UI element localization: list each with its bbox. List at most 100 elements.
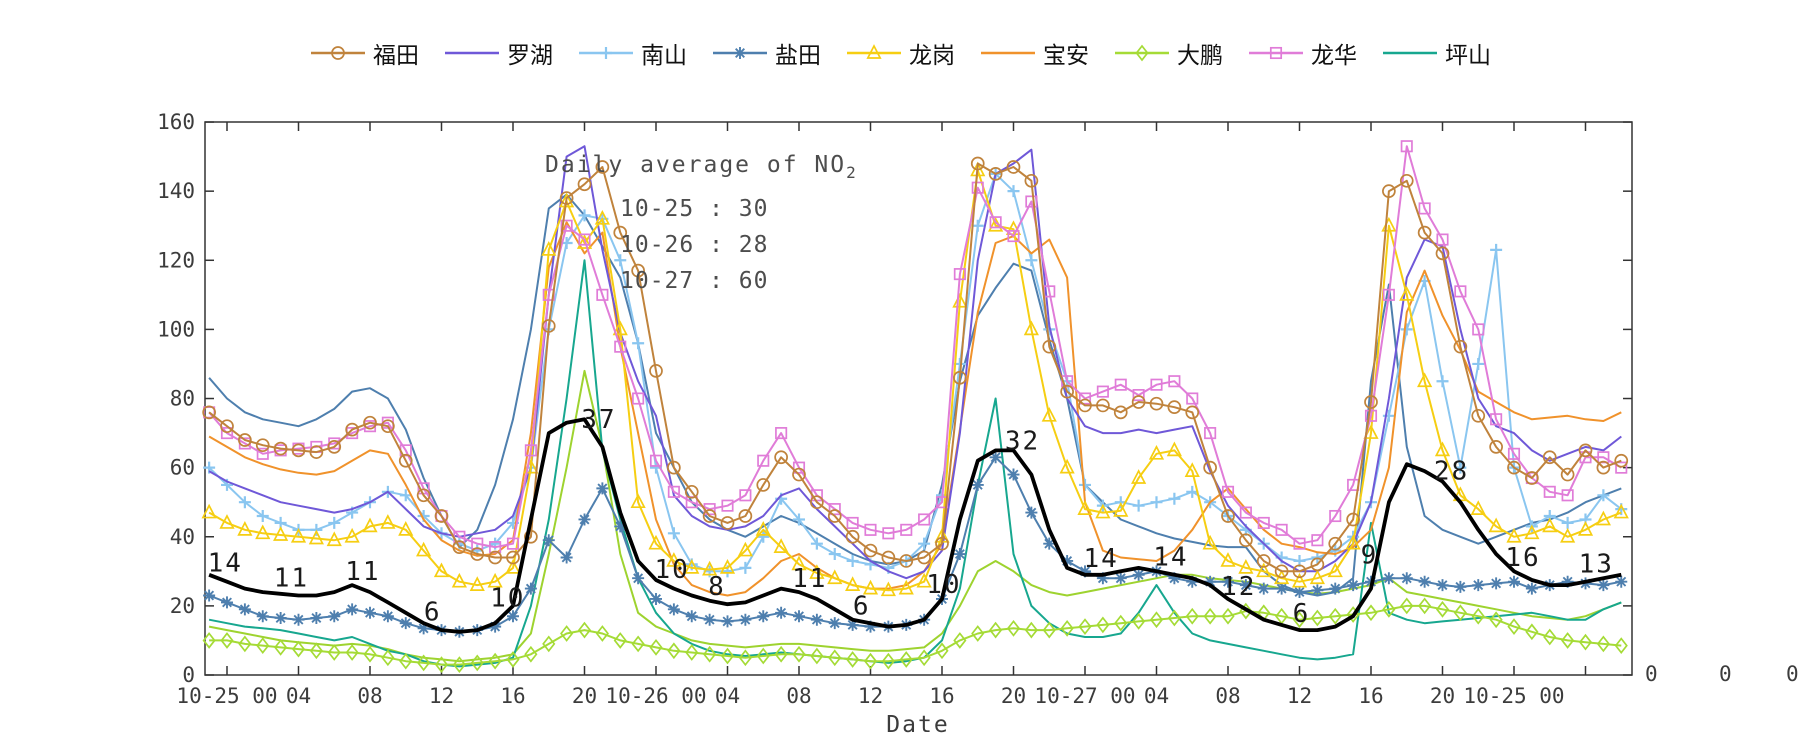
legend-label-dapeng: 大鹏: [1177, 43, 1223, 69]
average-point-label: 14: [1084, 544, 1119, 574]
average-point-label: 10: [490, 584, 525, 614]
average-point-label: 6: [1293, 599, 1311, 629]
average-point-label: 6: [853, 591, 871, 621]
series-dapeng: [202, 597, 1628, 674]
legend-label-baoan: 宝安: [1043, 43, 1089, 69]
y-tick-label: 60: [170, 456, 195, 480]
x-axis-label: Date: [886, 712, 950, 738]
series-luohu: [208, 145, 1622, 580]
stray-zero-label: 0: [1786, 662, 1799, 686]
x-tick-label: 16: [929, 684, 954, 708]
average-point-label: 11: [792, 564, 827, 594]
baoan-line-swatch: [981, 51, 1035, 55]
average-point-label: 6: [424, 598, 442, 628]
chart-legend: 福田 罗湖 南山 盐田 龙岗 宝安 大鹏 龙华 坪山: [0, 36, 1800, 70]
legend-item-dapeng: 大鹏: [1113, 36, 1223, 70]
legend-label-yantian: 盐田: [775, 43, 821, 69]
average-point-label: 12: [1221, 572, 1256, 602]
average-point-label: 10: [655, 555, 690, 585]
legend-label-longhua: 龙华: [1311, 43, 1357, 69]
x-tick-label: 04: [715, 684, 740, 708]
pingshan-line-swatch: [1383, 51, 1437, 55]
nanshan-line-swatch: [579, 47, 633, 59]
x-tick-label: 12: [1287, 684, 1312, 708]
average-point-label: 32: [1005, 427, 1040, 457]
x-tick-label: 04: [1144, 684, 1169, 708]
average-point-label: 14: [1153, 542, 1188, 572]
annotation-line-2: 10-26 : 28: [620, 232, 769, 258]
series-longhua: [203, 140, 1628, 554]
legend-item-longhua: 龙华: [1247, 36, 1357, 70]
longgang-line-swatch: [847, 44, 901, 59]
annotation-subscript: 2: [846, 163, 856, 182]
series-futian: [202, 156, 1629, 579]
legend-item-luohu: 罗湖: [443, 36, 553, 70]
x-tick-label: 08: [786, 684, 811, 708]
legend-label-luohu: 罗湖: [507, 43, 553, 69]
series-nanshan: [203, 167, 1628, 578]
longhua-line-swatch: [1249, 46, 1303, 60]
legend-label-futian: 福田: [373, 43, 419, 69]
annotation-line-1: 10-25 : 30: [620, 196, 769, 222]
x-tick-label: 16: [1358, 684, 1383, 708]
legend-item-baoan: 宝安: [979, 36, 1089, 70]
average-point-label: 13: [1579, 549, 1614, 579]
y-axis-label: NO2 concentrations [μg m-3]: [440, 662, 474, 750]
annotation-daily-average-title: Daily average of NO2: [545, 152, 856, 182]
futian-line-swatch: [311, 46, 365, 60]
y-tick-label: 80: [170, 387, 195, 411]
x-tick-label: 04: [286, 684, 311, 708]
x-tick-label: 10-27 00: [1034, 684, 1135, 708]
series-unlabeled-blue: [208, 193, 1622, 597]
average-point-label: 16: [1505, 543, 1540, 573]
x-tick-label: 16: [500, 684, 525, 708]
x-tick-label: 10-25 00: [176, 684, 277, 708]
x-tick-label: 08: [357, 684, 382, 708]
x-tick-label: 10-26 00: [605, 684, 706, 708]
average-point-label: 37: [581, 405, 616, 435]
average-point-label: 10: [926, 570, 961, 600]
y-tick-label: 140: [157, 179, 195, 203]
x-tick-label: 08: [1215, 684, 1240, 708]
x-tick-label: 12: [858, 684, 883, 708]
legend-item-futian: 福田: [309, 36, 419, 70]
average-point-label: 8: [708, 572, 726, 602]
x-tick-label: 20: [572, 684, 597, 708]
average-line: 14 11 11 6 10 37 10 8 11 6 10 32 14 14 12 6 9 28 16 13: [208, 405, 1622, 634]
y-tick-label: 100: [157, 317, 195, 341]
average-point-label: 11: [345, 557, 380, 587]
series-baoan: [208, 221, 1622, 597]
average-point-label: 28: [1434, 457, 1469, 487]
legend-item-longgang: 龙岗: [845, 36, 955, 70]
luohu-line-swatch: [445, 51, 499, 55]
average-point-label: 14: [208, 549, 243, 579]
y-tick-label: 40: [170, 525, 195, 549]
series-yantian: [203, 451, 1628, 638]
x-tick-label: 12: [429, 684, 454, 708]
x-tick-label: 20: [1001, 684, 1026, 708]
yantian-line-swatch: [713, 47, 767, 59]
y-tick-label: 20: [170, 594, 195, 618]
y-tick-label: 0: [182, 663, 195, 687]
legend-item-nanshan: 南山: [577, 36, 687, 70]
plot-box: [204, 121, 1633, 676]
y-tick-label: 120: [157, 248, 195, 272]
series-longgang: [201, 161, 1629, 597]
annotation-line-3: 10-27 : 60: [620, 268, 769, 294]
dapeng-line-swatch: [1115, 44, 1169, 62]
average-point-label: 9: [1361, 540, 1379, 570]
y-tick-label: 160: [157, 110, 195, 134]
legend-item-pingshan: 坪山: [1381, 36, 1491, 70]
legend-item-yantian: 盐田: [711, 36, 821, 70]
x-axis: 10-25 00 04 08 12 16 20 10-26 00 04 08 12 16 20 10-2…: [176, 122, 1587, 708]
legend-label-longgang: 龙岗: [909, 43, 955, 69]
x-tick-label: 20: [1430, 684, 1455, 708]
legend-label-pingshan: 坪山: [1445, 43, 1491, 69]
average-point-label: 11: [274, 563, 309, 593]
stray-zero-label: 0: [1645, 662, 1658, 686]
legend-label-nanshan: 南山: [641, 43, 687, 69]
x-tick-label: 10-25 00: [1463, 684, 1564, 708]
stray-zero-label: 0: [1719, 662, 1732, 686]
